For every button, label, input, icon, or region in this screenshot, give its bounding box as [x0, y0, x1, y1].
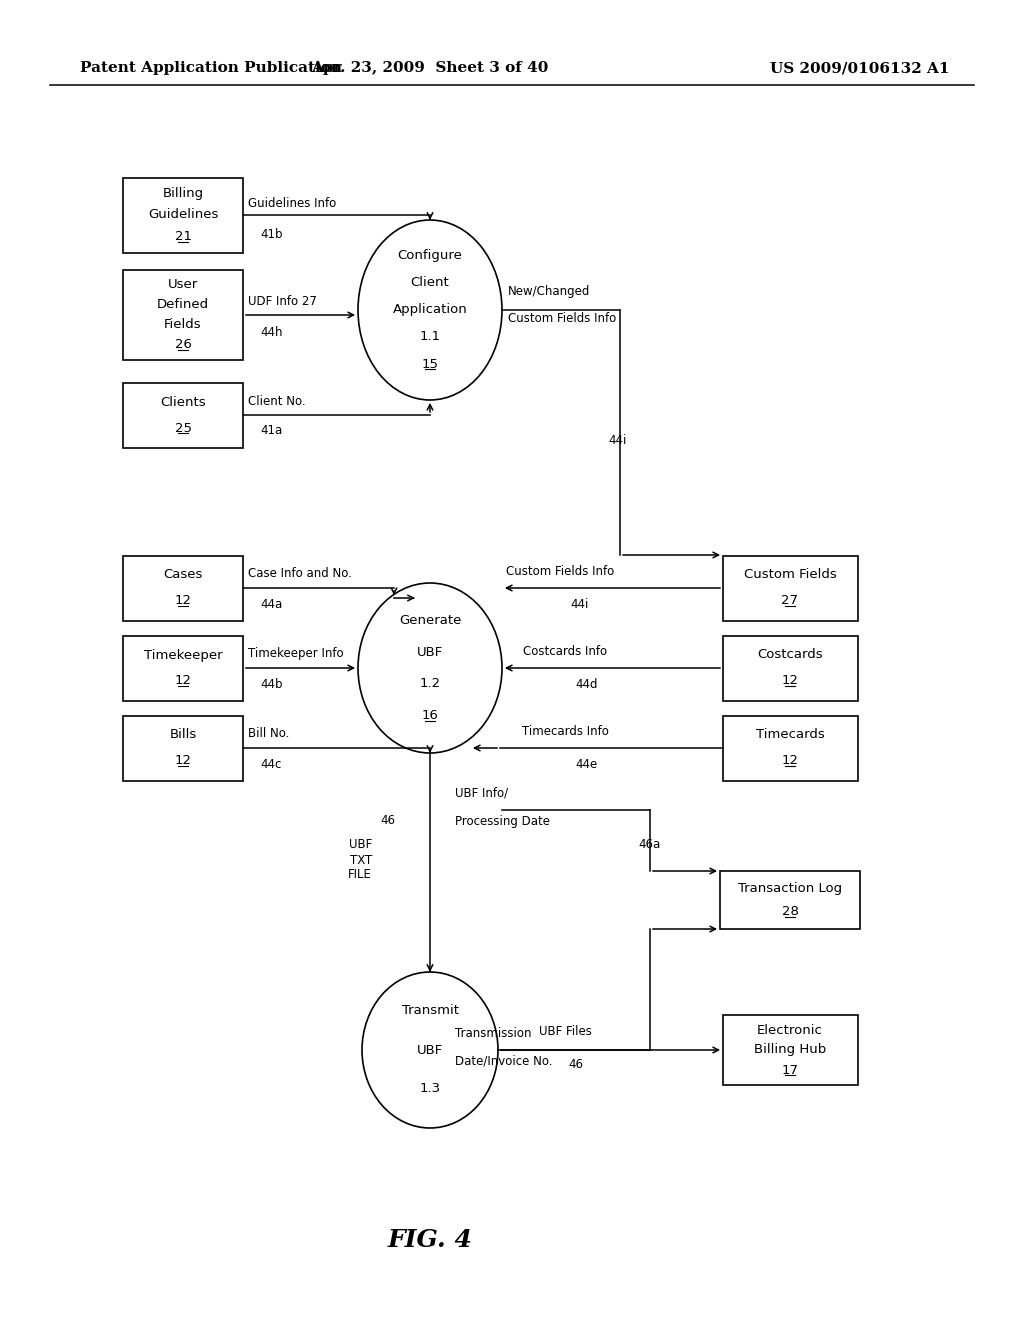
- Text: Cases: Cases: [163, 569, 203, 582]
- Text: Generate: Generate: [398, 614, 461, 627]
- Text: Billing: Billing: [163, 187, 204, 201]
- Bar: [723, 635, 857, 701]
- Text: Bill No.: Bill No.: [248, 727, 290, 741]
- Text: 15: 15: [422, 358, 438, 371]
- Text: FILE: FILE: [348, 869, 372, 882]
- Text: 46: 46: [380, 813, 395, 826]
- Text: Defined: Defined: [157, 298, 209, 312]
- Text: Bills: Bills: [169, 729, 197, 742]
- Ellipse shape: [358, 220, 502, 400]
- Text: Transmission: Transmission: [455, 1027, 531, 1040]
- Text: 12: 12: [781, 755, 799, 767]
- Bar: [723, 556, 857, 620]
- Text: Timekeeper Info: Timekeeper Info: [248, 647, 344, 660]
- Text: Clients: Clients: [160, 396, 206, 408]
- Text: UBF: UBF: [417, 1044, 443, 1056]
- Text: Custom Fields Info: Custom Fields Info: [506, 565, 614, 578]
- Text: Timekeeper: Timekeeper: [143, 648, 222, 661]
- Text: 12: 12: [781, 675, 799, 688]
- Text: Processing Date: Processing Date: [455, 814, 550, 828]
- Text: UBF Info/: UBF Info/: [455, 787, 508, 800]
- Text: 44h: 44h: [260, 326, 283, 339]
- Text: Date/Invoice No.: Date/Invoice No.: [455, 1055, 553, 1068]
- Text: Apr. 23, 2009  Sheet 3 of 40: Apr. 23, 2009 Sheet 3 of 40: [311, 61, 549, 75]
- Text: UBF: UBF: [417, 645, 443, 659]
- Text: 44a: 44a: [260, 598, 283, 611]
- Text: Guidelines: Guidelines: [147, 209, 218, 222]
- Text: 16: 16: [422, 709, 438, 722]
- Bar: [123, 177, 243, 252]
- Bar: [720, 871, 860, 929]
- Text: 1.2: 1.2: [420, 677, 440, 690]
- Text: User: User: [168, 279, 198, 292]
- Text: UDF Info 27: UDF Info 27: [248, 294, 316, 308]
- Bar: [123, 556, 243, 620]
- Text: Transmit: Transmit: [401, 1005, 459, 1018]
- Bar: [723, 715, 857, 780]
- Bar: [123, 271, 243, 360]
- Text: 41a: 41a: [260, 424, 283, 437]
- Text: 1.1: 1.1: [420, 330, 440, 343]
- Bar: [723, 1015, 857, 1085]
- Text: 26: 26: [174, 338, 191, 351]
- Text: 44b: 44b: [260, 678, 283, 690]
- Ellipse shape: [362, 972, 498, 1129]
- Text: 44i: 44i: [608, 433, 627, 446]
- Text: 17: 17: [781, 1064, 799, 1077]
- Text: Billing Hub: Billing Hub: [754, 1044, 826, 1056]
- Text: TXT: TXT: [350, 854, 372, 866]
- Text: 41b: 41b: [260, 228, 283, 242]
- Bar: [123, 383, 243, 447]
- Text: Costcards: Costcards: [757, 648, 823, 661]
- Text: Patent Application Publication: Patent Application Publication: [80, 61, 342, 75]
- Text: 1.3: 1.3: [420, 1082, 440, 1096]
- Text: Client: Client: [411, 276, 450, 289]
- Text: 27: 27: [781, 594, 799, 607]
- Text: 44e: 44e: [575, 758, 597, 771]
- Text: 21: 21: [174, 230, 191, 243]
- Text: 28: 28: [781, 906, 799, 919]
- Text: Custom Fields Info: Custom Fields Info: [508, 312, 616, 325]
- Text: Client No.: Client No.: [248, 395, 305, 408]
- Text: Guidelines Info: Guidelines Info: [248, 197, 336, 210]
- Text: US 2009/0106132 A1: US 2009/0106132 A1: [770, 61, 950, 75]
- Text: Configure: Configure: [397, 249, 463, 263]
- Text: 44c: 44c: [260, 758, 282, 771]
- Text: UBF Files: UBF Files: [539, 1026, 592, 1038]
- Text: Fields: Fields: [164, 318, 202, 331]
- Text: Application: Application: [392, 304, 467, 317]
- Text: 46: 46: [568, 1059, 583, 1071]
- Text: UBF: UBF: [349, 838, 372, 851]
- Text: 25: 25: [174, 421, 191, 434]
- Text: Transaction Log: Transaction Log: [738, 882, 842, 895]
- Text: 12: 12: [174, 594, 191, 607]
- Bar: [123, 635, 243, 701]
- Text: 44i: 44i: [570, 598, 589, 611]
- Text: 12: 12: [174, 675, 191, 688]
- Text: 46a: 46a: [638, 838, 660, 851]
- Bar: [123, 715, 243, 780]
- Text: Electronic: Electronic: [757, 1023, 823, 1036]
- Ellipse shape: [358, 583, 502, 752]
- Text: Custom Fields: Custom Fields: [743, 569, 837, 582]
- Text: FIG. 4: FIG. 4: [387, 1228, 472, 1251]
- Text: Timecards Info: Timecards Info: [521, 725, 608, 738]
- Text: Case Info and No.: Case Info and No.: [248, 568, 352, 579]
- Text: Timecards: Timecards: [756, 729, 824, 742]
- Text: 12: 12: [174, 755, 191, 767]
- Text: 44d: 44d: [575, 678, 597, 690]
- Text: Costcards Info: Costcards Info: [523, 645, 607, 657]
- Text: New/Changed: New/Changed: [508, 285, 591, 298]
